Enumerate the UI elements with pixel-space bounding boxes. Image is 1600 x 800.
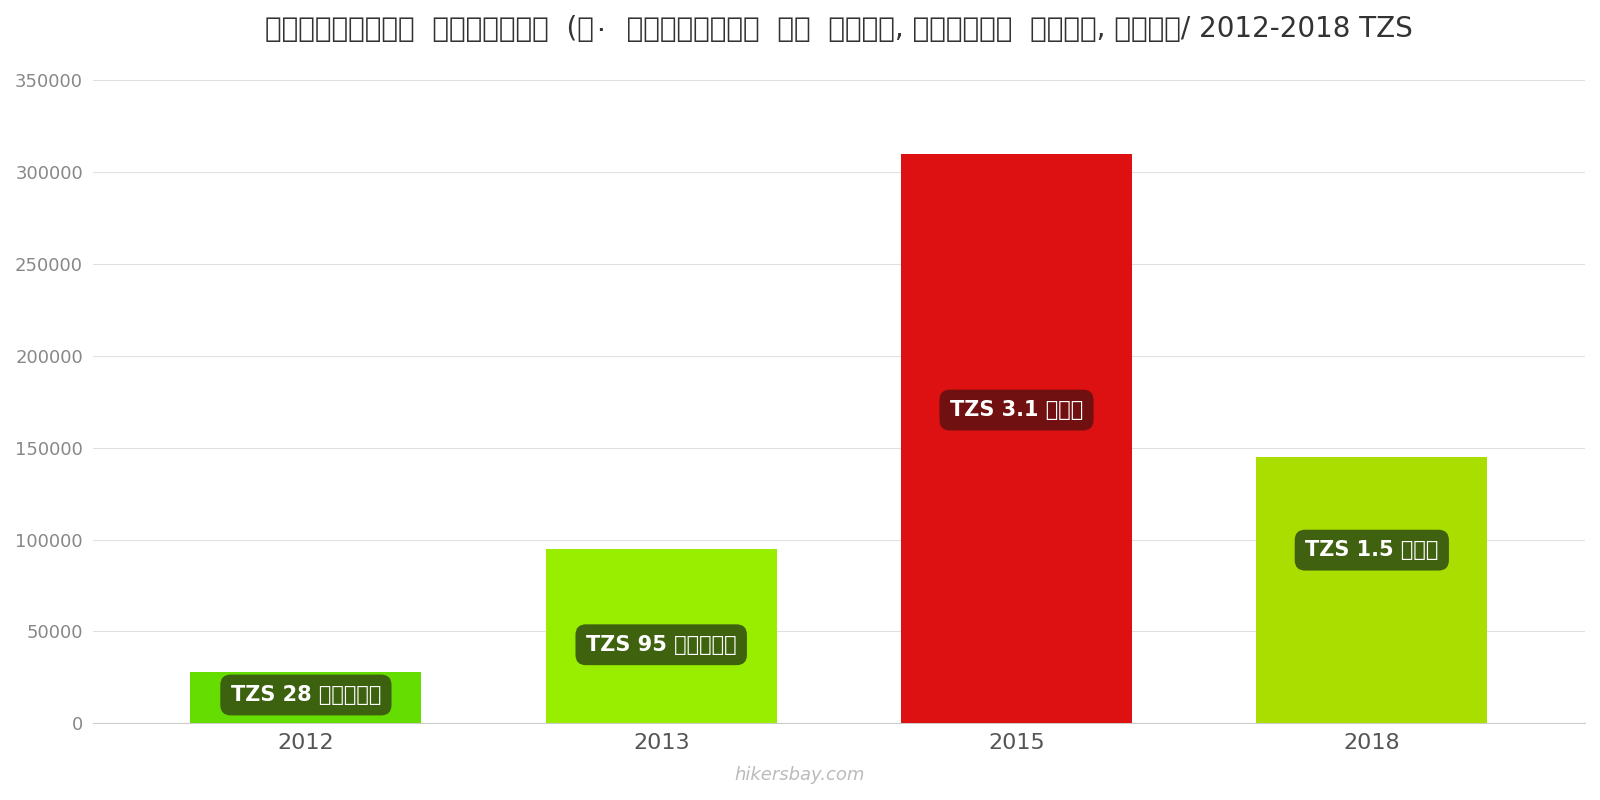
Text: TZS 95 हज़ार: TZS 95 हज़ार [586,634,736,654]
Title: तंज़ानिया  इंटरनेट  (०٠  एमबीपीएस  या  अधिक, असीमित  डेटा, केबल/ 2012-2018 TZS: तंज़ानिया इंटरनेट (०٠ एमबीपीएस या अधिक, … [266,15,1413,43]
Text: hikersbay.com: hikersbay.com [734,766,866,784]
Bar [190,672,421,723]
Text: TZS 28 हज़ार: TZS 28 हज़ार [230,685,381,705]
Bar [901,154,1131,723]
Bar [546,549,776,723]
Text: TZS 1.5 लाख: TZS 1.5 लाख [1306,540,1438,560]
Bar [1256,457,1488,723]
Text: TZS 3.1 लाख: TZS 3.1 लाख [950,400,1083,420]
